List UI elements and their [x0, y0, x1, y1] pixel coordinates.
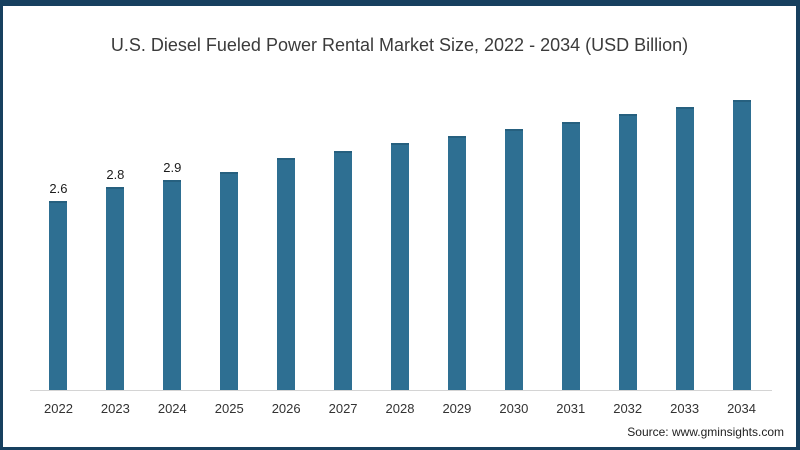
bar-2023[interactable] — [106, 187, 125, 390]
bar-column-2022: 2.6 — [30, 90, 87, 390]
x-tick-label-2027: 2027 — [328, 401, 358, 416]
bar-column-2027 — [315, 90, 372, 390]
x-tick-label-2023: 2023 — [100, 401, 130, 416]
x-tick-label-2034: 2034 — [727, 401, 756, 416]
bar-value-label: 2.6 — [49, 181, 68, 196]
bar-2033[interactable] — [675, 107, 694, 390]
x-tick-label-2022: 2022 — [44, 401, 73, 416]
bar-column-2029 — [428, 90, 485, 390]
source-attribution: Source: www.gminsights.com — [627, 425, 784, 439]
x-tick-label-2028: 2028 — [385, 401, 415, 416]
bar-2026[interactable] — [277, 158, 296, 390]
bar-column-2031 — [542, 90, 599, 390]
bar-2022[interactable] — [49, 201, 68, 390]
bar-value-label: 2.9 — [163, 160, 182, 175]
bar-column-2024: 2.9 — [144, 90, 201, 390]
bar-column-2023: 2.8 — [87, 90, 144, 390]
x-tick-label-2026: 2026 — [271, 401, 301, 416]
bar-column-2032 — [599, 90, 656, 390]
bar-2032[interactable] — [618, 114, 637, 390]
bar-2031[interactable] — [561, 122, 580, 390]
x-tick-label-2024: 2024 — [157, 401, 187, 416]
bar-column-2025 — [201, 90, 258, 390]
chart-title: U.S. Diesel Fueled Power Rental Market S… — [110, 35, 689, 55]
bar-2025[interactable] — [220, 172, 239, 390]
bar-2027[interactable] — [334, 151, 353, 390]
bar-2030[interactable] — [504, 129, 523, 390]
x-tick-label-2032: 2032 — [613, 401, 643, 416]
bar-2024[interactable] — [163, 180, 182, 390]
bar-column-2026 — [258, 90, 315, 390]
plot-area: 2.6 2.8 2.9 — [30, 90, 770, 390]
bar-column-2034 — [713, 90, 770, 390]
bar-column-2030 — [485, 90, 542, 390]
bar-value-label: 2.8 — [106, 167, 125, 182]
x-tick-label-2029: 2029 — [442, 401, 472, 416]
bar-2029[interactable] — [447, 136, 466, 390]
x-tick-label-2033: 2033 — [670, 401, 700, 416]
x-axis-tick-labels: 2022 2023 2024 2025 2026 2027 2028 2029 2030 2031… — [30, 401, 770, 416]
x-tick-label-2030: 2030 — [499, 401, 529, 416]
x-tick-label-2025: 2025 — [214, 401, 244, 416]
x-tick-label-2031: 2031 — [556, 401, 586, 416]
bar-column-2028 — [372, 90, 429, 390]
bar-column-2033 — [656, 90, 713, 390]
x-axis-line — [30, 390, 772, 391]
bar-2034[interactable] — [732, 100, 751, 390]
bar-2028[interactable] — [390, 143, 409, 390]
